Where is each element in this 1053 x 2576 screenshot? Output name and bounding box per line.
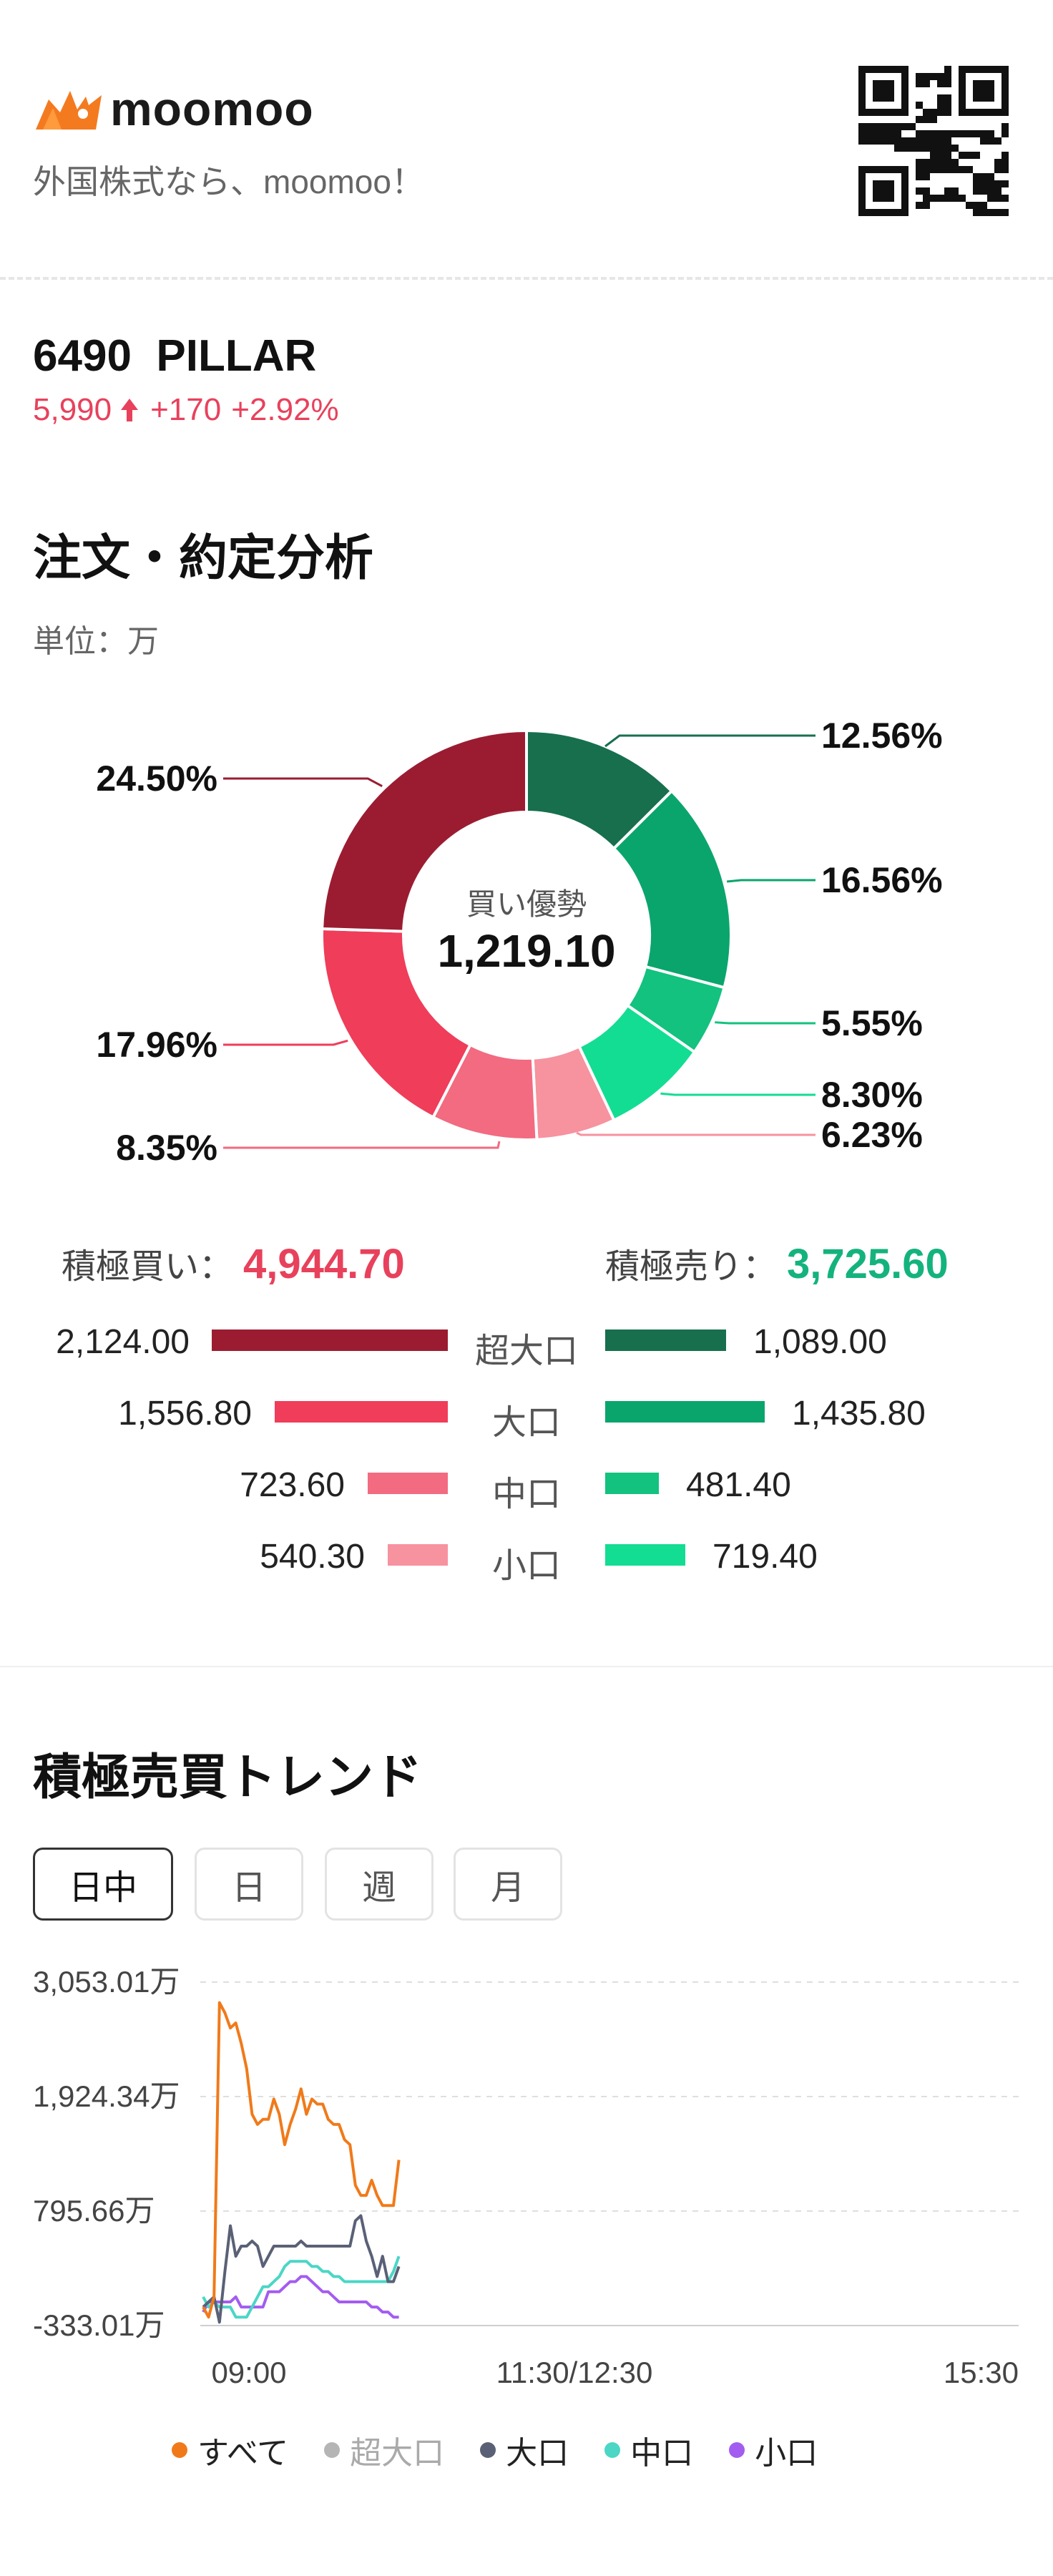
sell-bar-super: [605, 1330, 726, 1351]
donut-leader-sell-small: [660, 1092, 816, 1096]
legend-label-small: 小口: [755, 2436, 818, 2471]
legend-label-all: すべて: [197, 2436, 289, 2471]
donut-label-buy-super: 24.50%: [96, 758, 217, 799]
legend-label-large: 大口: [506, 2436, 569, 2471]
donut-leader-sell-large: [726, 879, 816, 883]
header-divider: [0, 277, 1053, 280]
buy-bar-super: [212, 1330, 448, 1351]
buy-summary-total: 4,944.70: [243, 1241, 405, 1287]
trend-line-chart: 3,053.01万 1,924.34万 795.66万 -333.01万 09:00 11…: [33, 1965, 1019, 2389]
donut-slice-buy-large: [320, 927, 473, 1120]
stock-quote: 5,990 +170 +2.92%: [33, 392, 339, 428]
legend-dot-super: [324, 2442, 341, 2458]
donut-center-value: 1,219.10: [437, 925, 616, 977]
sell-summary-total: 3,725.60: [787, 1241, 949, 1287]
sell-value-super: 1,089.00: [753, 1323, 887, 1361]
category-super: 超大口: [474, 1332, 578, 1370]
buy-summary-label: 積極買い：: [62, 1248, 234, 1286]
tab-week[interactable]: 週: [325, 1848, 434, 1921]
unit-label: 単位：万: [33, 624, 159, 659]
series-line-mid: [202, 2255, 401, 2319]
y-tick-label: 1,924.34万: [33, 2079, 180, 2113]
moomoo-logo-icon: [36, 91, 102, 130]
brand-row: moomoo: [33, 80, 314, 137]
sell-bar-large: [605, 1401, 765, 1423]
series-line-all: [202, 2001, 401, 2319]
category-mid: 中口: [491, 1475, 561, 1513]
buy-bar-mid: [368, 1473, 448, 1494]
trend-title: 積極売買トレンド: [33, 1750, 423, 1805]
legend-item-small[interactable]: 小口: [729, 2427, 818, 2473]
donut-leader-buy-large: [223, 1039, 348, 1046]
tagline: 外国株式なら、moomoo！: [33, 163, 424, 200]
sell-bar-mid: [605, 1473, 659, 1494]
donut-slice-buy-super: [320, 728, 528, 933]
buy-value-mid: 723.60: [240, 1466, 345, 1504]
arrow-up-icon: [121, 399, 139, 421]
sell-summary: 積極売り： 3,725.60: [605, 1238, 949, 1288]
x-tick-label: 11:30/12:30: [496, 2356, 653, 2389]
tab-month[interactable]: 月: [454, 1848, 562, 1921]
donut-label-sell-super: 12.56%: [821, 716, 943, 756]
y-tick-label: -333.01万: [33, 2308, 165, 2342]
tab-day[interactable]: 日: [195, 1848, 303, 1921]
buy-value-super: 2,124.00: [56, 1323, 190, 1361]
stock-change-pct: +2.92%: [231, 392, 339, 427]
y-tick-label: 3,053.01万: [33, 1965, 180, 1999]
order-donut-chart: 12.56% 16.56% 5.55% 8.30%6.23% 8.35% 17.96% 24…: [96, 716, 943, 1168]
donut-slice-sell-large: [612, 789, 733, 990]
donut-label-sell-mid: 5.55%: [821, 1003, 923, 1043]
legend-item-large[interactable]: 大口: [480, 2427, 569, 2473]
donut-leader-buy-small: [576, 1131, 816, 1136]
donut-label-sell-large: 16.56%: [821, 860, 943, 900]
tab-intraday[interactable]: 日中: [33, 1848, 173, 1921]
brand-name: moomoo: [110, 82, 314, 135]
series-line-small: [202, 2275, 399, 2319]
stock-change: +170: [150, 392, 222, 427]
donut-label-buy-large: 17.96%: [96, 1025, 217, 1065]
stock-name: PILLAR: [156, 331, 317, 381]
donut-leader-buy-super: [223, 777, 383, 788]
donut-center-label: 買い優勢: [466, 887, 587, 921]
legend-label-mid: 中口: [630, 2436, 694, 2471]
sell-value-mid: 481.40: [686, 1466, 791, 1504]
donut-label-buy-small: 6.23%: [821, 1115, 923, 1155]
category-small: 小口: [491, 1547, 561, 1585]
sell-summary-label: 積極売り：: [605, 1248, 778, 1286]
legend-item-all[interactable]: すべて: [172, 2427, 288, 2473]
legend-dot-all: [172, 2442, 187, 2458]
stock-price: 5,990: [33, 392, 112, 427]
sell-value-small: 719.40: [712, 1538, 818, 1576]
qr-code-icon: [858, 66, 1009, 216]
buy-summary: 積極買い： 4,944.70: [62, 1238, 405, 1288]
legend-label-super: 超大口: [350, 2436, 445, 2471]
category-large: 大口: [491, 1404, 561, 1442]
legend-item-mid[interactable]: 中口: [604, 2427, 693, 2473]
order-analysis-title: 注文・約定分析: [33, 531, 374, 585]
x-tick-label: 09:00: [211, 2356, 286, 2389]
section-divider: [0, 1666, 1053, 1667]
buy-value-large: 1,556.80: [118, 1395, 252, 1433]
trend-legend: すべて 超大口 大口 中口 小口: [172, 2427, 818, 2473]
legend-dot-large: [480, 2442, 496, 2458]
sell-bar-small: [605, 1544, 685, 1566]
y-tick-label: 795.66万: [33, 2194, 155, 2228]
donut-label-sell-small: 8.30%: [821, 1075, 923, 1115]
legend-dot-mid: [604, 2442, 621, 2458]
legend-item-super[interactable]: 超大口: [324, 2427, 444, 2473]
x-tick-label: 15:30: [944, 2356, 1019, 2389]
sell-value-large: 1,435.80: [792, 1395, 926, 1433]
buy-value-small: 540.30: [260, 1538, 365, 1576]
buy-bar-small: [388, 1544, 448, 1566]
series-line-large: [202, 2214, 401, 2324]
donut-leader-sell-super: [604, 734, 816, 748]
donut-label-buy-mid: 8.35%: [116, 1128, 217, 1168]
legend-dot-small: [729, 2442, 745, 2458]
stock-code: 6490: [33, 331, 132, 381]
stock-title: 6490 PILLAR: [33, 331, 316, 381]
buy-bar-large: [275, 1401, 448, 1423]
donut-leader-buy-mid: [223, 1141, 501, 1149]
